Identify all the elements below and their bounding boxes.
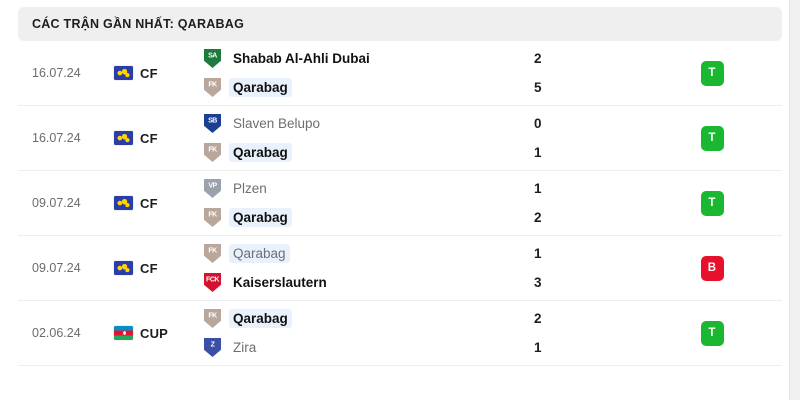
team-crest-icon: FK [204, 78, 221, 97]
home-team-name[interactable]: Plzen [233, 181, 267, 196]
away-score: 1 [534, 145, 542, 160]
home-team[interactable]: FK Qarabag [204, 244, 512, 263]
competition-cell: CF [114, 196, 198, 211]
result-cell: T [662, 60, 782, 86]
away-score: 3 [534, 275, 542, 290]
table-row[interactable]: 09.07.24 CF FK Qarabag FCK Kaiserslautern 1 3 B [18, 236, 782, 301]
status-badge: T [700, 125, 724, 151]
match-list: 16.07.24 CF SA Shabab Al-Ahli Dubai FK Qaraba… [18, 41, 782, 366]
home-team-name[interactable]: Qarabag [229, 244, 290, 263]
team-crest-icon: SB [204, 114, 221, 133]
status-badge: B [700, 255, 724, 281]
competition-cell: CF [114, 261, 198, 276]
away-team-name[interactable]: Qarabag [229, 143, 292, 162]
away-team-name[interactable]: Qarabag [229, 208, 292, 227]
match-date: 02.06.24 [32, 326, 81, 340]
home-team[interactable]: SB Slaven Belupo [204, 114, 512, 133]
table-row[interactable]: 16.07.24 CF SA Shabab Al-Ahli Dubai FK Qaraba… [18, 41, 782, 106]
match-date: 09.07.24 [32, 261, 81, 275]
result-cell: T [662, 125, 782, 151]
status-badge: T [700, 190, 724, 216]
vertical-scrollbar[interactable] [789, 0, 800, 400]
match-date: 16.07.24 [32, 66, 81, 80]
result-cell: T [662, 320, 782, 346]
away-score: 2 [534, 210, 542, 225]
away-team-name[interactable]: Kaiserslautern [233, 275, 327, 290]
home-team[interactable]: SA Shabab Al-Ahli Dubai [204, 49, 512, 68]
teams-cell: FK Qarabag Z Zira [198, 309, 512, 357]
world-flag-icon [114, 261, 133, 275]
home-team[interactable]: VP Plzen [204, 179, 512, 198]
team-crest-icon: Z [204, 338, 221, 357]
home-score: 2 [534, 311, 542, 326]
away-team-name[interactable]: Qarabag [229, 78, 292, 97]
team-crest-icon: SA [204, 49, 221, 68]
competition-label: CF [140, 260, 158, 276]
away-team[interactable]: Z Zira [204, 338, 512, 357]
match-date: 09.07.24 [32, 196, 81, 210]
competition-label: CUP [140, 325, 169, 341]
competition-label: CF [140, 65, 158, 81]
team-crest-icon: FCK [204, 273, 221, 292]
away-team[interactable]: FK Qarabag [204, 143, 512, 162]
matches-panel-content: CÁC TRẬN GẦN NHẤT: QARABAG 16.07.24 CF SA S… [18, 0, 782, 366]
home-score: 1 [534, 181, 542, 196]
team-crest-icon: FK [204, 309, 221, 328]
teams-cell: SB Slaven Belupo FK Qarabag [198, 114, 512, 162]
result-cell: T [662, 190, 782, 216]
competition-label: CF [140, 195, 158, 211]
section-header-title: CÁC TRẬN GẦN NHẤT: QARABAG [32, 17, 245, 31]
away-team[interactable]: FCK Kaiserslautern [204, 273, 512, 292]
teams-cell: FK Qarabag FCK Kaiserslautern [198, 244, 512, 292]
home-score: 1 [534, 246, 542, 261]
competition-cell: CUP [114, 326, 198, 341]
table-row[interactable]: 09.07.24 CF VP Plzen FK Qarabag 1 2 T [18, 171, 782, 236]
away-score: 1 [534, 340, 542, 355]
home-score: 2 [534, 51, 542, 66]
match-date: 16.07.24 [32, 131, 81, 145]
team-crest-icon: FK [204, 244, 221, 263]
away-team[interactable]: FK Qarabag [204, 208, 512, 227]
home-team-name[interactable]: Qarabag [229, 309, 292, 328]
competition-cell: CF [114, 131, 198, 146]
azerbaijan-flag-icon [114, 326, 133, 340]
teams-cell: SA Shabab Al-Ahli Dubai FK Qarabag [198, 49, 512, 97]
world-flag-icon [114, 196, 133, 210]
home-team-name[interactable]: Slaven Belupo [233, 116, 321, 131]
home-score: 0 [534, 116, 542, 131]
team-crest-icon: VP [204, 179, 221, 198]
home-team-name[interactable]: Shabab Al-Ahli Dubai [233, 51, 370, 66]
status-badge: T [700, 60, 724, 86]
result-cell: B [662, 255, 782, 281]
section-header: CÁC TRẬN GẦN NHẤT: QARABAG [18, 7, 782, 41]
world-flag-icon [114, 131, 133, 145]
world-flag-icon [114, 66, 133, 80]
table-row[interactable]: 16.07.24 CF SB Slaven Belupo FK Qarabag 0 1 T [18, 106, 782, 171]
away-team[interactable]: FK Qarabag [204, 78, 512, 97]
competition-cell: CF [114, 66, 198, 81]
team-crest-icon: FK [204, 208, 221, 227]
team-crest-icon: FK [204, 143, 221, 162]
home-team[interactable]: FK Qarabag [204, 309, 512, 328]
table-row[interactable]: 02.06.24 CUP FK Qarabag Z Zira 2 1 T [18, 301, 782, 366]
away-score: 5 [534, 80, 542, 95]
teams-cell: VP Plzen FK Qarabag [198, 179, 512, 227]
status-badge: T [700, 320, 724, 346]
away-team-name[interactable]: Zira [233, 340, 257, 355]
competition-label: CF [140, 130, 158, 146]
